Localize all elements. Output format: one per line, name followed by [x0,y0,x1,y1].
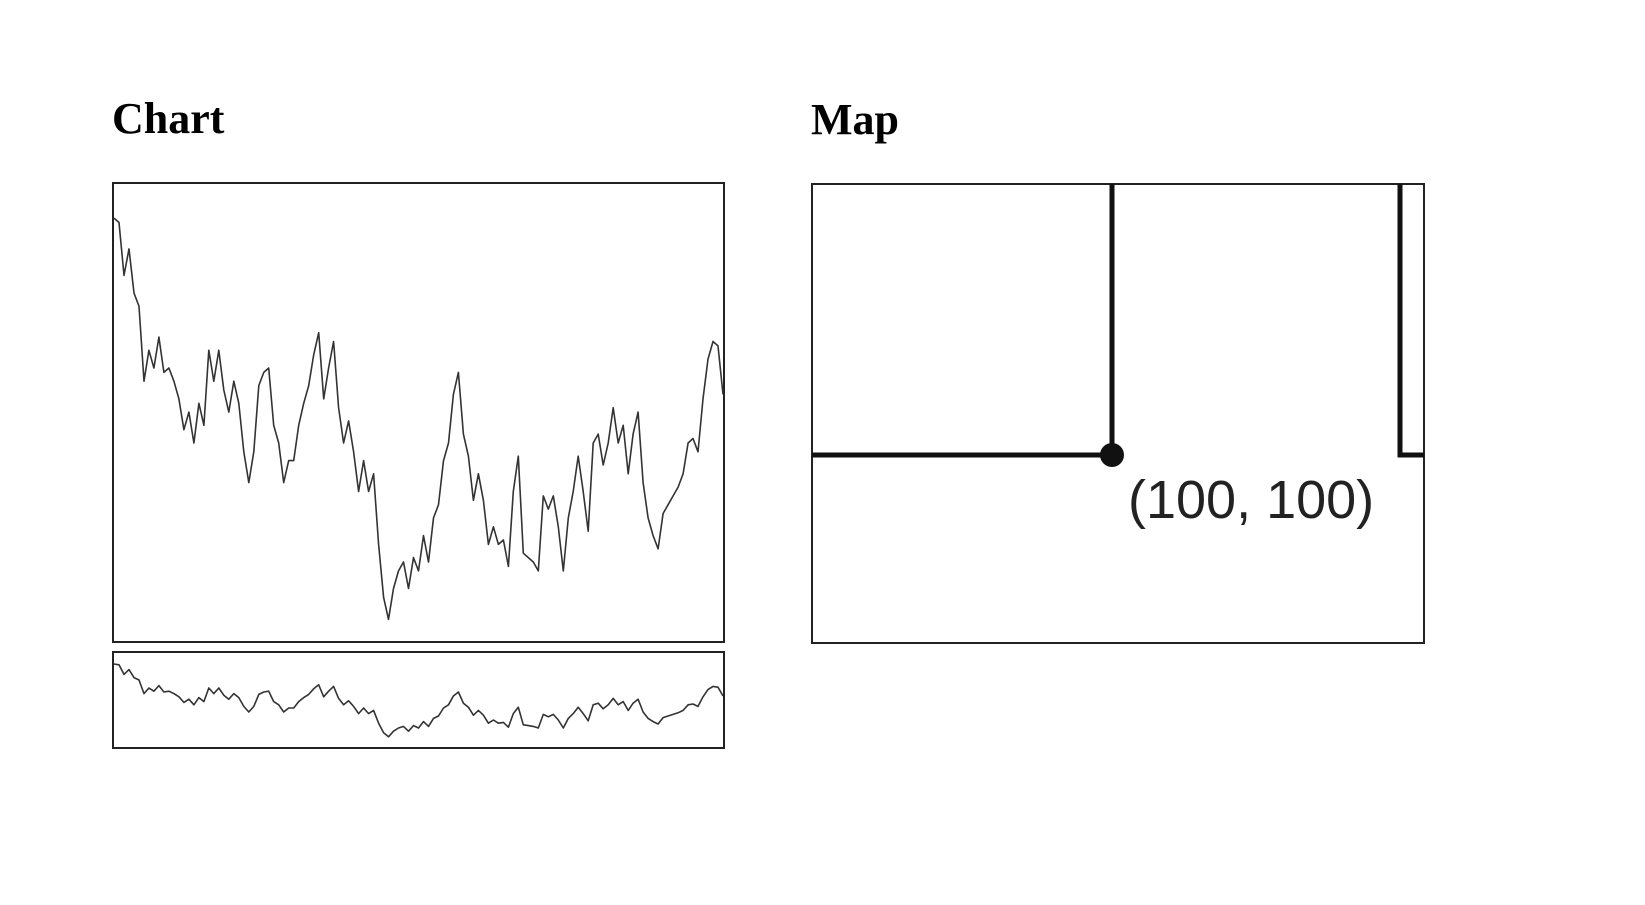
map-point [1100,443,1124,467]
context-frame[interactable] [112,651,725,749]
chart-heading: Chart [112,94,225,143]
map-road [812,184,1115,458]
map-road [1397,184,1424,458]
map-heading: Map [811,95,899,144]
map[interactable]: (100, 100) [811,183,1425,644]
main-line [113,217,724,621]
context-line [113,663,724,738]
chart-frame [112,182,725,643]
map-frame [811,183,1425,644]
map-label: (100, 100) [1128,470,1374,530]
